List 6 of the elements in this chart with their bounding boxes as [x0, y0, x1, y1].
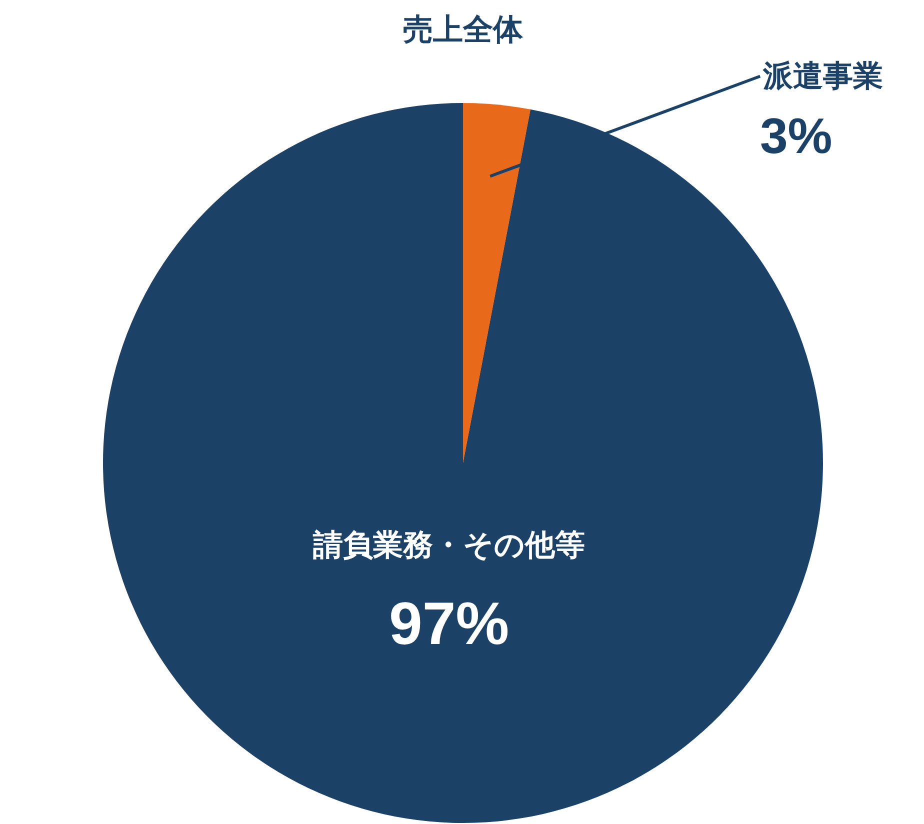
slice-label: 派遣事業: [762, 60, 883, 93]
data-label: 3%: [760, 108, 832, 164]
data-label: 97%: [389, 590, 510, 657]
pie-slice: [463, 103, 530, 463]
slice-label: 請負業務・その他等: [312, 529, 585, 562]
chart-title: 売上全体: [403, 13, 524, 46]
